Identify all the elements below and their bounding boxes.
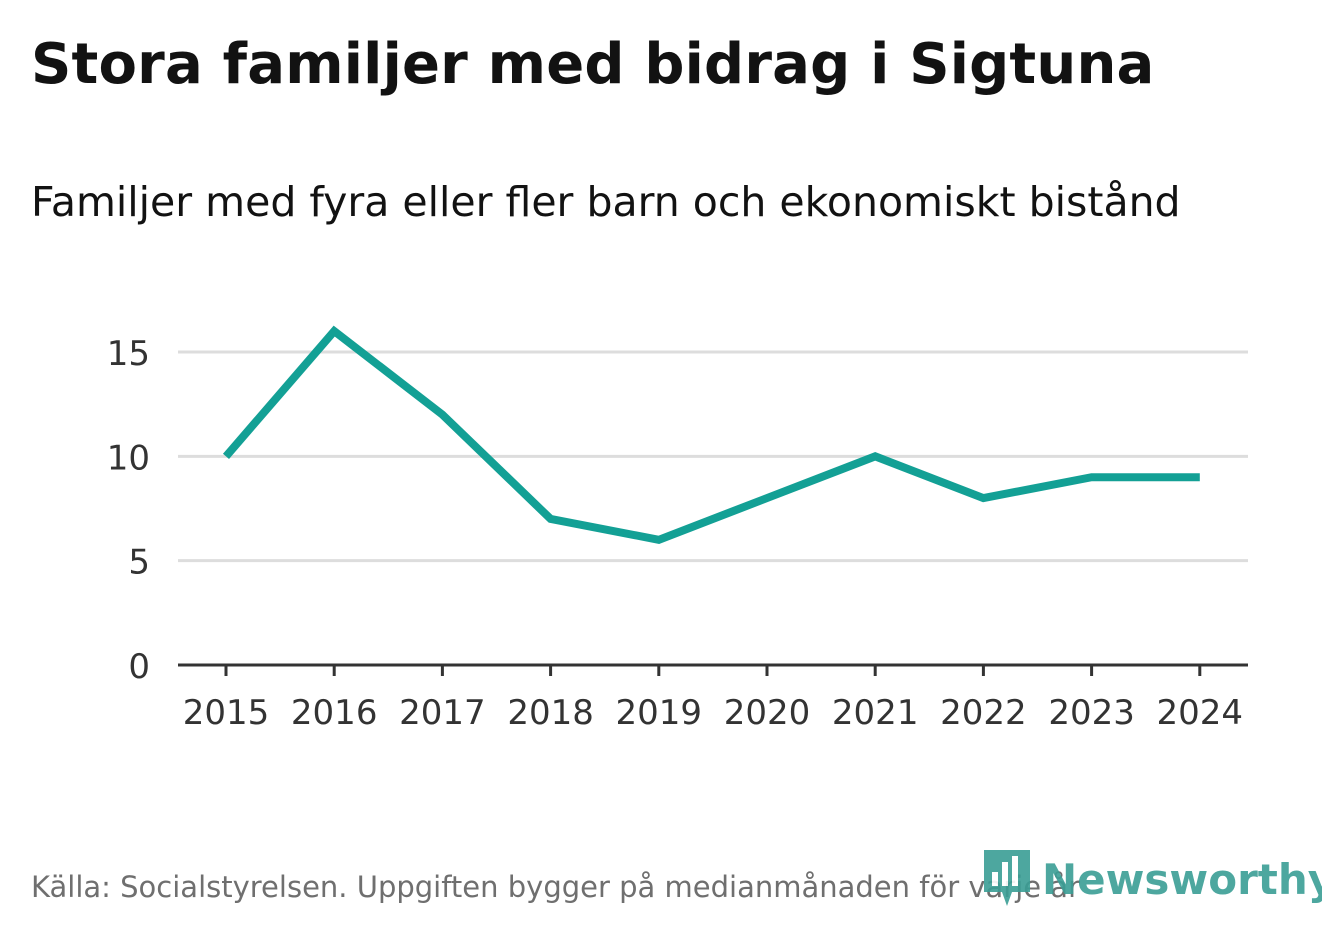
y-tick-label: 0 xyxy=(128,647,150,687)
y-tick-label: 10 xyxy=(107,438,150,478)
line-chart: 0 5 10 15 2015 2016 2017 2018 2019 2020 2021 2022 20… xyxy=(107,325,1248,733)
x-tick-label: 2024 xyxy=(1157,693,1244,733)
y-tick-label: 5 xyxy=(128,543,150,583)
chart-subtitle: Familjer med fyra eller fler barn och ek… xyxy=(31,178,1181,226)
x-tick-label: 2021 xyxy=(832,693,919,733)
source-note: Källa: Socialstyrelsen. Uppgiften bygger… xyxy=(31,870,1080,904)
brand-name: Newsworthy xyxy=(1042,854,1322,904)
x-tick-label: 2019 xyxy=(616,693,703,733)
chart-title: Stora familjer med bidrag i Sigtuna xyxy=(31,32,1155,97)
x-tick-label: 2017 xyxy=(399,693,486,733)
x-tick-label: 2016 xyxy=(291,693,378,733)
y-tick-label: 15 xyxy=(107,334,150,374)
x-tick-label: 2018 xyxy=(507,693,594,733)
newsworthy-logo: Newsworthy xyxy=(982,848,1322,910)
x-tick-label: 2023 xyxy=(1048,693,1135,733)
x-tick-label: 2022 xyxy=(940,693,1027,733)
newsworthy-bar-chart-icon xyxy=(984,850,1030,906)
x-tick-label: 2015 xyxy=(183,693,270,733)
x-tick-label: 2020 xyxy=(724,693,811,733)
series-line xyxy=(222,325,1200,544)
